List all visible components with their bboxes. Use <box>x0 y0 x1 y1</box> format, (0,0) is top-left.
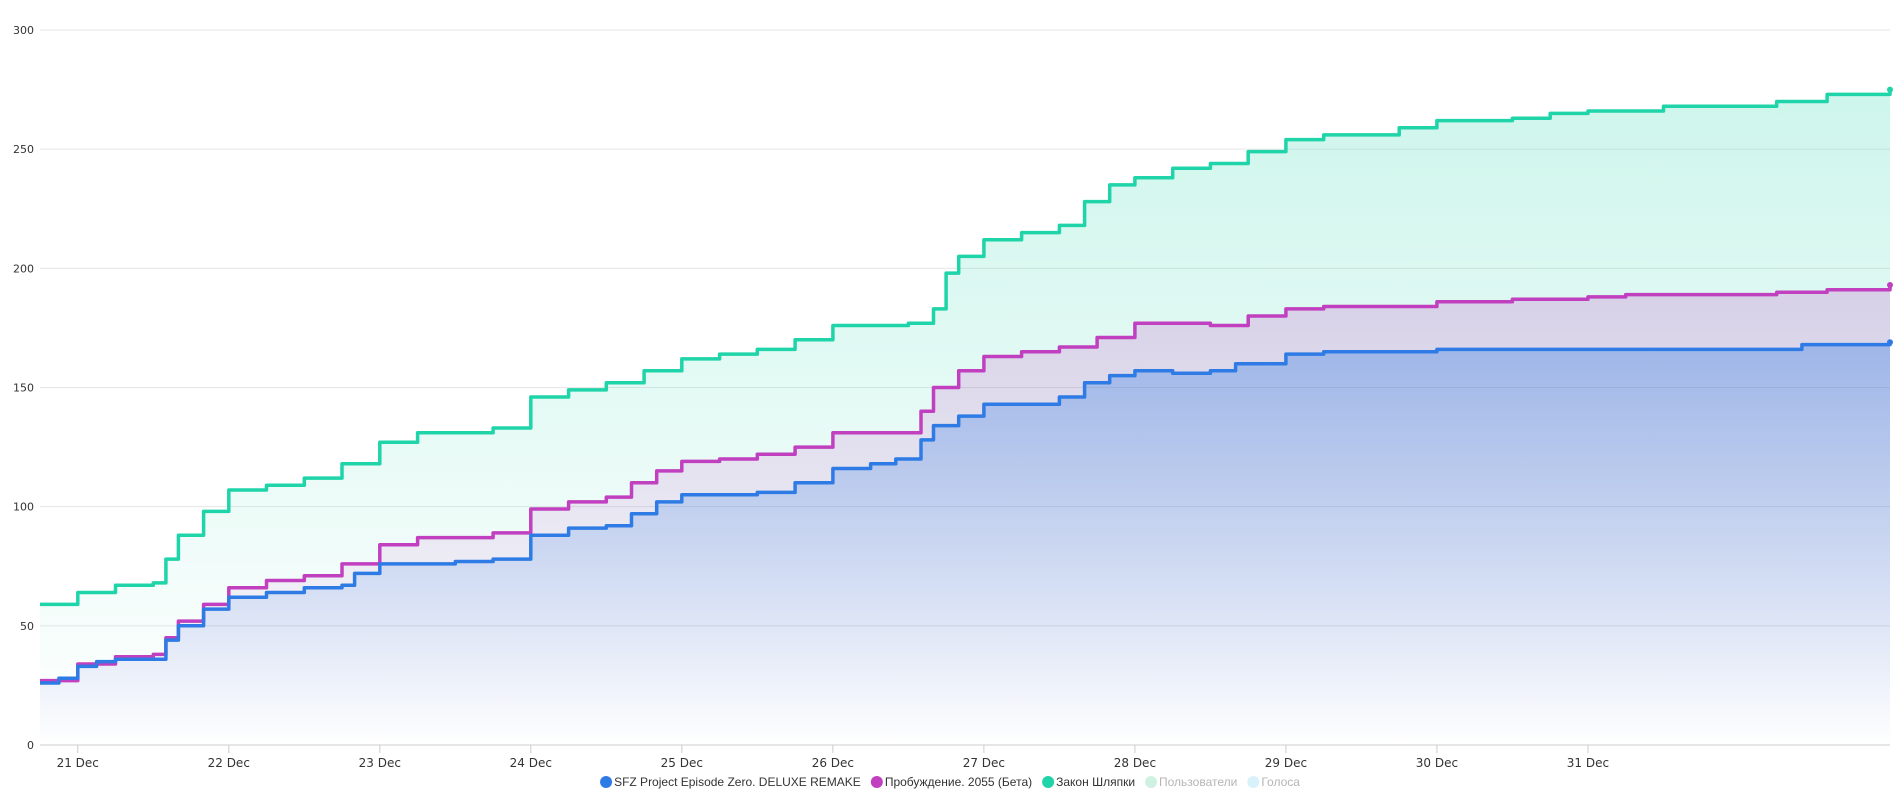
y-tick-label: 100 <box>13 501 34 514</box>
series-line[interactable] <box>40 342 1892 685</box>
legend-label: Закон Шляпки <box>1056 775 1135 789</box>
x-tick-label: 24 Dec <box>510 756 552 770</box>
series-lines <box>40 86 1893 685</box>
legend-marker-icon <box>1145 776 1158 788</box>
series-area <box>40 342 1890 745</box>
x-tick-label: 27 Dec <box>963 756 1005 770</box>
legend-item[interactable]: Закон Шляпки <box>1042 775 1135 789</box>
y-tick-label: 150 <box>13 382 34 395</box>
series-end-point[interactable] <box>1887 86 1893 93</box>
x-axis: 21 Dec 22 Dec 23 Dec 24 Dec 25 Dec 26 Dec 27 D… <box>57 745 1609 770</box>
legend: SFZ Project Episode Zero. DELUXE REMAKE П… <box>600 775 1300 789</box>
series-line[interactable] <box>40 89 1892 607</box>
y-tick-label: 200 <box>13 262 34 275</box>
x-tick-label: 29 Dec <box>1265 756 1307 770</box>
y-axis: 0 50 100 150 200 250 300 <box>13 24 34 752</box>
legend-marker-icon <box>1247 776 1260 788</box>
legend-label: SFZ Project Episode Zero. DELUXE REMAKE <box>614 775 861 789</box>
x-tick-label: 28 Dec <box>1114 756 1156 770</box>
x-tick-label: 30 Dec <box>1416 756 1458 770</box>
x-tick-label: 31 Dec <box>1567 756 1609 770</box>
series-end-point[interactable] <box>1887 339 1893 346</box>
legend-label: Пробуждение. 2055 (Бета) <box>885 775 1032 789</box>
legend-marker-icon <box>870 776 883 788</box>
y-tick-label: 300 <box>13 24 34 37</box>
series-line[interactable] <box>40 285 1892 683</box>
y-tick-label: 0 <box>27 739 34 752</box>
y-tick-label: 50 <box>20 620 34 633</box>
legend-marker-icon <box>600 776 613 788</box>
legend-label: Пользователи <box>1159 775 1237 789</box>
legend-item[interactable]: SFZ Project Episode Zero. DELUXE REMAKE <box>600 775 861 789</box>
legend-marker-icon <box>1042 776 1055 788</box>
legend-label: Голоса <box>1261 775 1300 789</box>
x-tick-label: 23 Dec <box>359 756 401 770</box>
x-tick-label: 21 Dec <box>57 756 99 770</box>
x-tick-label: 22 Dec <box>208 756 250 770</box>
x-tick-label: 25 Dec <box>661 756 703 770</box>
y-tick-label: 250 <box>13 143 34 156</box>
x-tick-label: 26 Dec <box>812 756 854 770</box>
legend-item[interactable]: Пользователи <box>1145 775 1237 789</box>
legend-item[interactable]: Голоса <box>1247 775 1300 789</box>
legend-item[interactable]: Пробуждение. 2055 (Бета) <box>870 775 1032 789</box>
series-areas <box>40 89 1890 746</box>
series-end-point[interactable] <box>1887 282 1893 289</box>
